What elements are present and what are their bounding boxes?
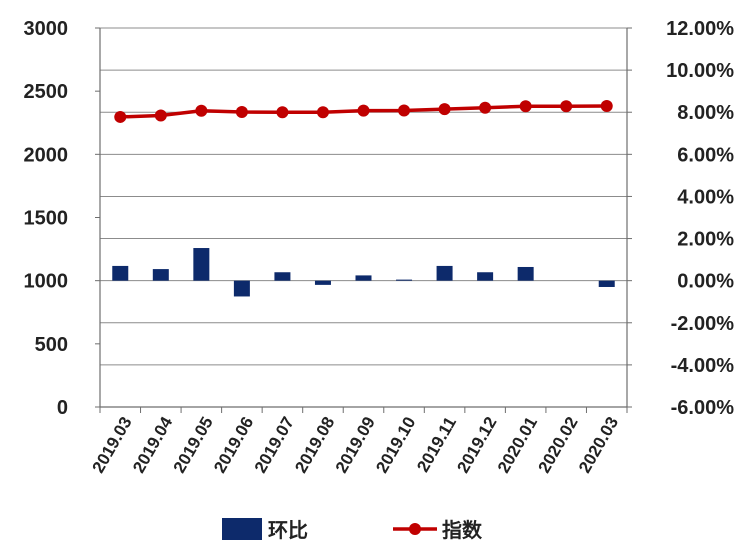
right-axis-ticks: -6.00% -4.00% -2.00% 0.00% 2.00% 4.00% 6.00% 8.… [666,18,734,419]
right-tick-label: -2.00% [671,313,735,335]
left-tick-label: 3000 [24,18,69,40]
point-2019.10 [398,104,411,117]
x-tick-label: 2020.03 [575,414,622,477]
right-tick-label: 4.00% [677,186,734,208]
right-tick-label: -4.00% [671,355,735,377]
point-2019.11 [438,103,451,116]
right-tick-label: 8.00% [677,102,734,124]
bar-2019.11 [436,265,453,281]
x-axis-ticks: 2019.032019.042019.052019.062019.072019.… [89,413,623,476]
point-2019.07 [276,106,289,119]
right-tick-label: 0.00% [677,271,734,293]
point-2019.09 [357,104,370,117]
point-2020.03 [600,99,613,112]
left-tick-label: 0 [57,397,68,419]
bar-2019.04 [152,269,169,281]
legend-marker-line [409,523,421,535]
point-2019.03 [114,110,127,123]
legend-label-bar: 环比 [268,518,308,542]
bar-2020.01 [517,266,534,281]
point-2019.06 [235,106,248,119]
left-tick-label: 500 [35,334,68,356]
point-2019.05 [195,104,208,117]
bar-2019.05 [193,248,210,281]
point-2019.08 [316,106,329,119]
left-tick-label: 1000 [24,271,69,293]
bar-2019.09 [355,275,372,281]
left-tick-label: 1500 [24,208,69,230]
axes [95,27,632,413]
gridlines [100,27,627,408]
bar-series [112,248,615,297]
left-tick-label: 2000 [24,144,69,166]
bar-2020.03 [598,280,615,287]
legend-swatch-bar [222,518,262,540]
bar-2019.03 [112,265,129,281]
bar-2019.10 [396,279,413,281]
bar-2019.08 [314,280,331,285]
point-2019.12 [479,101,492,114]
left-axis-ticks: 0 500 1000 1500 2000 2500 3000 [24,18,69,419]
point-2019.04 [154,109,167,122]
line-series [114,99,613,123]
right-tick-label: 6.00% [677,144,734,166]
bar-2019.06 [233,280,250,297]
right-tick-label: 2.00% [677,229,734,251]
bar-2019.07 [274,272,291,281]
point-2020.01 [519,100,532,113]
right-tick-label: 10.00% [666,60,734,82]
x-tick-label: 2019.10 [372,414,419,477]
legend-label-line: 指数 [442,518,483,542]
left-tick-label: 2500 [24,81,69,103]
right-tick-label: 12.00% [666,18,734,40]
bar-2019.12 [477,272,494,281]
right-tick-label: -6.00% [671,397,735,419]
legend: 环比 指数 [222,518,483,542]
point-2020.02 [560,100,573,113]
